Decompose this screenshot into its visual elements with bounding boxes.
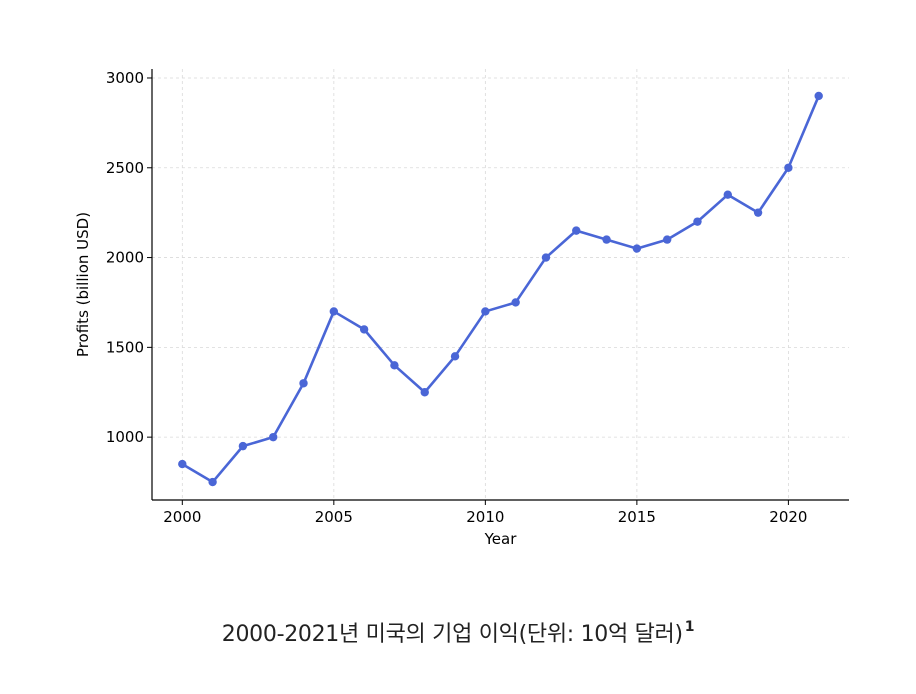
data-point [511, 298, 520, 307]
data-point [329, 307, 339, 316]
axes [151, 69, 849, 501]
caption-footnote: 1 [684, 619, 695, 635]
y-axis-title: Profits (billion USD) [74, 212, 92, 357]
grid-lines [152, 69, 849, 500]
x-tick-label: 2010 [466, 508, 504, 526]
x-tick-label: 2015 [618, 508, 656, 526]
line-chart: 2000 2005 2010 2015 2020 1000 1500 2000 2500 3000… [74, 69, 849, 548]
data-point [693, 217, 702, 226]
data-point [390, 361, 399, 370]
series-line [181, 95, 820, 484]
data-point [450, 352, 460, 361]
data-point [784, 163, 793, 172]
x-tick-label: 2005 [315, 508, 353, 526]
x-tick-label: 2000 [163, 508, 201, 526]
figure-caption: 2000-2021년 미국의 기업 이익(단위: 10억 달러) 1 [0, 616, 916, 648]
data-point [753, 208, 763, 217]
data-point [723, 190, 732, 199]
caption-text: 2000-2021년 미국의 기업 이익(단위: 10억 달러) [221, 622, 683, 647]
data-point [238, 441, 248, 451]
data-point [481, 307, 490, 316]
data-point [178, 459, 187, 469]
data-point [662, 235, 672, 244]
data-point [814, 91, 823, 101]
data-point [602, 235, 611, 244]
x-axis-title: Year [484, 530, 518, 548]
data-point [541, 253, 551, 262]
data-point [420, 388, 429, 397]
y-tick-label: 2500 [106, 159, 144, 177]
data-point [572, 226, 581, 235]
y-tick-label: 1000 [106, 428, 144, 446]
ticks: 2000 2005 2010 2015 2020 1000 1500 2000 2500 3000 [106, 69, 808, 526]
data-point [208, 477, 217, 487]
y-tick-label: 3000 [106, 69, 144, 87]
data-point [299, 379, 308, 388]
y-tick-label: 1500 [106, 338, 144, 356]
series [178, 91, 823, 487]
x-tick-label: 2020 [769, 508, 807, 526]
data-point [632, 244, 642, 253]
data-point [359, 325, 369, 334]
y-tick-label: 2000 [106, 249, 144, 267]
data-point [269, 432, 278, 442]
